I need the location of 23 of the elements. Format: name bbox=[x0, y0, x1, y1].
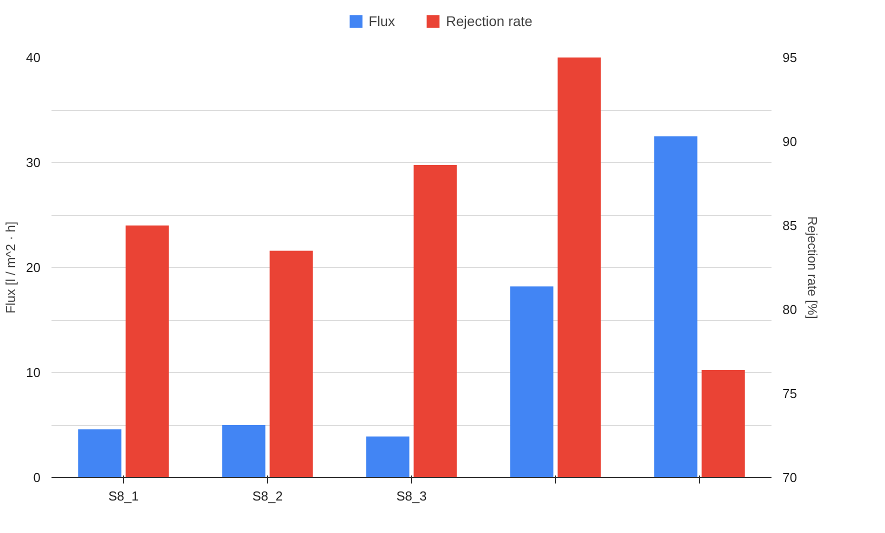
y2-tick-label: 95 bbox=[782, 50, 797, 65]
y2-axis-title: Rejection rate [%] bbox=[804, 216, 820, 319]
legend-label: Flux bbox=[368, 13, 396, 29]
y-tick-label: 0 bbox=[33, 470, 41, 485]
x-tick-label: S8_1 bbox=[108, 488, 139, 504]
x-tick-label: S8_3 bbox=[396, 488, 427, 504]
bar bbox=[510, 286, 554, 478]
y2-tick-label: 70 bbox=[782, 470, 797, 485]
legend-label: Rejection rate bbox=[446, 13, 532, 29]
y2-tick-label: 85 bbox=[782, 218, 797, 233]
bar bbox=[222, 425, 266, 478]
x-tick-label: S8_2 bbox=[252, 488, 283, 504]
y2-tick-label: 90 bbox=[782, 134, 797, 149]
bar bbox=[78, 429, 122, 478]
y-tick-label: 10 bbox=[26, 365, 41, 380]
y2-tick-label: 80 bbox=[782, 302, 797, 317]
y-axis-title: Flux [l / m^2 · h] bbox=[3, 221, 18, 314]
y-tick-label: 20 bbox=[26, 260, 41, 275]
y2-tick-label: 75 bbox=[782, 386, 797, 401]
y-tick-label: 40 bbox=[26, 50, 41, 65]
bar bbox=[366, 436, 410, 478]
y-tick-label: 30 bbox=[26, 155, 41, 170]
bar bbox=[654, 136, 698, 478]
